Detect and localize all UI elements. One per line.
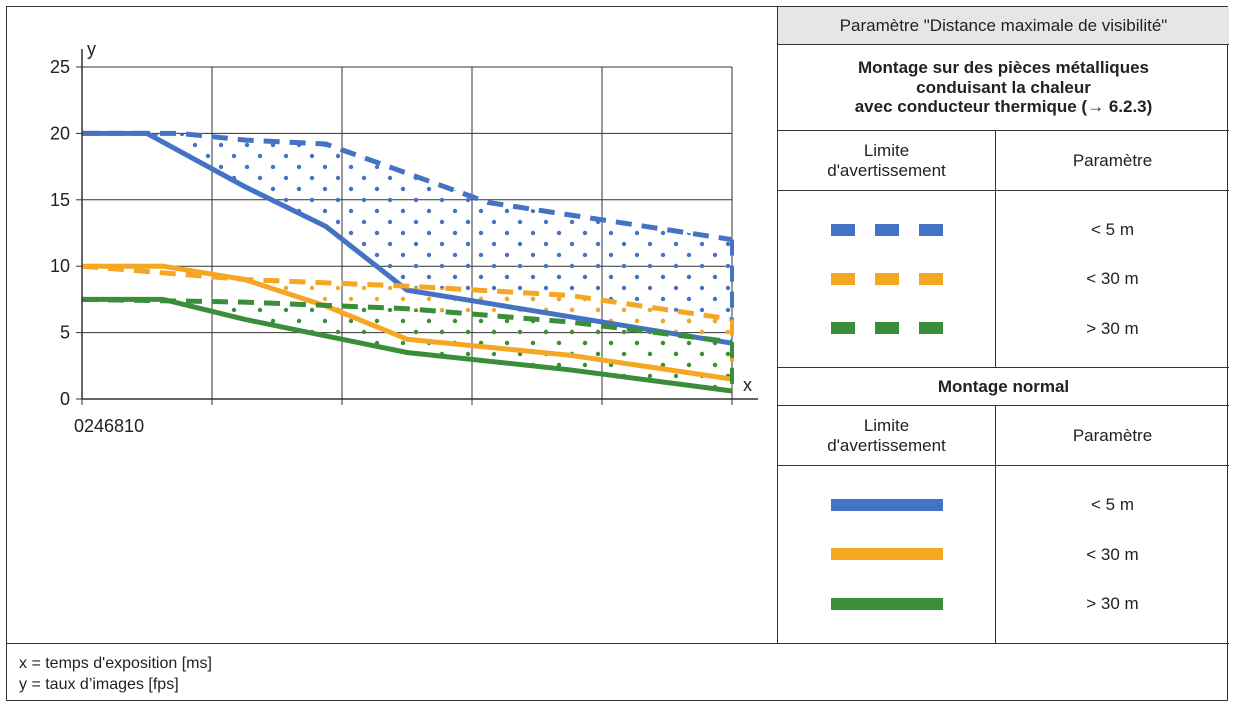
heat-swatch-blue xyxy=(830,223,943,236)
y-tick-label: 0 xyxy=(60,389,70,409)
normal-col-param-header: Paramètre xyxy=(1072,425,1153,445)
col-warning-line2: d'avertissement xyxy=(827,435,946,455)
chart-area: 0 5 10 15 20 25 y x 0246810 xyxy=(7,7,777,643)
heat-param-3: > 30 m xyxy=(1086,318,1139,338)
series-lines xyxy=(81,130,734,394)
y-tick-label: 25 xyxy=(50,57,70,77)
normal-rows: < 5 m < 30 m > 30 m xyxy=(778,466,1229,643)
x-tick-labels: 0246810 xyxy=(74,416,144,436)
normal-swatch-blue xyxy=(830,498,943,511)
heat-col-warning-header: Limite d'avertissement xyxy=(778,131,996,190)
heat-section-title-line2: conduisant la chaleur xyxy=(916,77,1091,97)
normal-param-1: < 5 m xyxy=(1091,495,1134,515)
legend-title-row: Paramètre "Distance maximale de visibili… xyxy=(778,7,1229,45)
heat-param-1: < 5 m xyxy=(1091,219,1134,239)
series-line-dashed xyxy=(81,296,733,345)
heat-section-title-line1: Montage sur des pièces métalliques xyxy=(858,58,1149,78)
y-tick-label: 20 xyxy=(50,123,70,143)
normal-swatch-orange xyxy=(830,548,943,561)
axes: 0 5 10 15 20 25 xyxy=(50,49,758,409)
legend-title: Paramètre "Distance maximale de visibili… xyxy=(839,15,1168,35)
normal-swatch-green xyxy=(830,598,943,611)
footnote: x = temps d'exposition [ms] y = taux d’i… xyxy=(7,643,1229,700)
normal-params: < 5 m < 30 m > 30 m xyxy=(996,466,1229,643)
legend-table: Paramètre "Distance maximale de visibili… xyxy=(777,7,1229,643)
col-warning-line1: Limite xyxy=(863,140,910,160)
heat-col-param-header: Paramètre xyxy=(1072,150,1153,170)
chart: 0 5 10 15 20 25 y x 0246810 xyxy=(50,39,758,436)
heat-params: < 5 m < 30 m > 30 m xyxy=(996,191,1229,367)
normal-param-2: < 30 m xyxy=(1086,544,1139,564)
heat-swatches xyxy=(778,191,996,367)
figure-frame: 0 5 10 15 20 25 y x 0246810 Paramètre "Distan… xyxy=(6,6,1229,701)
x-axis-label: x xyxy=(743,375,752,395)
heat-rows: < 5 m < 30 m > 30 m xyxy=(778,191,1229,368)
footnote-x-definition: x = temps d'exposition [ms] xyxy=(19,655,212,672)
heat-param-2: < 30 m xyxy=(1086,269,1139,289)
normal-section-title: Montage normal xyxy=(937,376,1070,396)
heat-section-title-line3: avec conducteur thermique (→ 6.2.3) xyxy=(854,97,1153,117)
normal-section-title-row: Montage normal xyxy=(778,368,1229,406)
y-tick-label: 15 xyxy=(50,190,70,210)
normal-swatches xyxy=(778,466,996,643)
normal-col-warning-header: Limite d'avertissement xyxy=(778,406,996,465)
heat-swatch-orange xyxy=(830,272,943,285)
heat-column-headers: Limite d'avertissement Paramètre xyxy=(778,131,1229,191)
footnote-y-definition: y = taux d’images [fps] xyxy=(19,676,179,693)
y-tick-label: 10 xyxy=(50,256,70,276)
y-tick-label: 5 xyxy=(60,323,70,343)
series-line-dashed xyxy=(81,263,733,322)
y-axis-label: y xyxy=(87,39,96,59)
heat-section-title: Montage sur des pièces métalliques condu… xyxy=(778,45,1229,130)
normal-column-headers: Limite d'avertissement Paramètre xyxy=(778,406,1229,466)
col-warning-line2: d'avertissement xyxy=(827,160,946,180)
heat-swatch-green xyxy=(830,322,943,335)
col-warning-line1: Limite xyxy=(863,415,910,435)
series-line-dashed xyxy=(82,130,733,243)
heat-section-title-row: Montage sur des pièces métalliques condu… xyxy=(778,45,1229,131)
normal-param-3: > 30 m xyxy=(1086,594,1139,614)
